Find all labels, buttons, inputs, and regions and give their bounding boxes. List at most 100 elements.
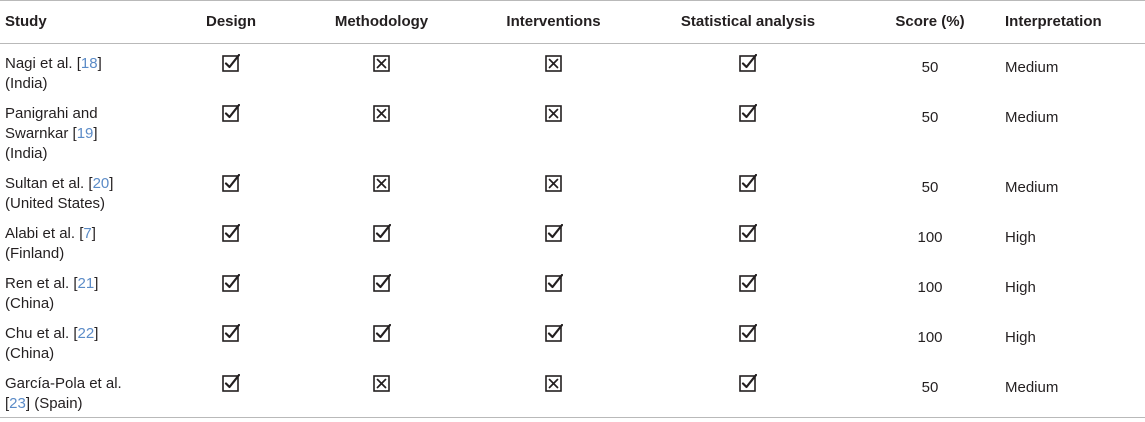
statistical-analysis-cell (641, 214, 855, 264)
checked-box-icon (739, 104, 757, 122)
methodology-cell (297, 264, 466, 314)
header-score: Score (%) (855, 0, 1005, 44)
study-text: ] (94, 275, 99, 292)
interventions-cell (466, 364, 641, 418)
design-cell (165, 164, 297, 214)
table-row: Sultan et al. [20] (United States) 50 Mediu… (0, 164, 1145, 214)
study-text: Panigrahi and (5, 105, 98, 122)
study-text: (China) (5, 345, 55, 362)
checked-box-icon (372, 274, 391, 292)
header-interventions: Interventions (466, 0, 641, 44)
design-cell (165, 214, 297, 264)
statistical-analysis-cell (641, 94, 855, 164)
crossed-box-icon (544, 104, 563, 122)
checked-box-icon (222, 224, 240, 242)
header-methodology: Methodology (297, 0, 466, 44)
score-cell: 100 (917, 329, 943, 346)
study-text: Sultan et al. [ (5, 175, 93, 192)
score-cell: 100 (917, 229, 943, 246)
interpretation-cell: High (1005, 229, 1036, 246)
checked-box-icon (544, 224, 563, 242)
reference-link[interactable]: 18 (80, 55, 98, 72)
study-text: Ren et al. [ (5, 275, 78, 292)
checked-box-icon (739, 324, 757, 342)
study-line: (Finland) (5, 244, 165, 264)
study-text: (India) (5, 75, 48, 92)
checked-box-icon (739, 174, 757, 192)
study-text: (India) (5, 145, 48, 162)
study-line: (China) (5, 344, 165, 364)
interventions-cell (466, 44, 641, 95)
methodology-cell (297, 364, 466, 418)
checked-box-icon (544, 324, 563, 342)
study-cell: Sultan et al. [20] (United States) (0, 164, 165, 214)
checked-box-icon (222, 174, 240, 192)
reference-link[interactable]: 22 (77, 325, 95, 342)
interventions-cell (466, 94, 641, 164)
statistical-analysis-cell (641, 264, 855, 314)
crossed-box-icon (544, 54, 563, 72)
study-line: (China) (5, 294, 165, 314)
methodology-cell (297, 44, 466, 95)
reference-link[interactable]: 21 (77, 275, 95, 292)
methodology-cell (297, 94, 466, 164)
reference-link[interactable]: 23 (9, 395, 26, 412)
study-cell: Ren et al. [21] (China) (0, 264, 165, 314)
study-text: (United States) (5, 195, 106, 212)
interpretation-cell: High (1005, 329, 1036, 346)
crossed-box-icon (544, 374, 563, 392)
study-line: (India) (5, 144, 165, 164)
design-cell (165, 264, 297, 314)
statistical-analysis-cell (641, 364, 855, 418)
study-cell: Nagi et al. [18] (India) (0, 44, 165, 95)
study-cell: Chu et al. [22] (China) (0, 314, 165, 364)
checked-box-icon (739, 224, 757, 242)
reference-link[interactable]: 19 (76, 125, 94, 142)
interventions-cell (466, 264, 641, 314)
study-cell: Panigrahi and Swarnkar [19] (India) (0, 94, 165, 164)
study-text: (China) (5, 295, 55, 312)
study-cell: Alabi et al. [7] (Finland) (0, 214, 165, 264)
study-text: García-Pola et al. (5, 375, 122, 392)
checked-box-icon (222, 104, 240, 122)
table-row: Ren et al. [21] (China) 100 High (0, 264, 1145, 314)
table-row: Nagi et al. [18] (India) 50 Medium (0, 44, 1145, 95)
crossed-box-icon (372, 174, 391, 192)
interventions-cell (466, 214, 641, 264)
study-text: ] (91, 225, 96, 242)
reference-link[interactable]: 7 (83, 225, 92, 242)
study-text: ] (94, 325, 99, 342)
study-line: [23] (Spain) (5, 394, 165, 414)
interpretation-cell: Medium (1005, 179, 1059, 196)
design-cell (165, 44, 297, 95)
study-line: Alabi et al. [7] (5, 224, 165, 244)
table-row: Panigrahi and Swarnkar [19] (India) 50 Mediu… (0, 94, 1145, 164)
header-interpretation: Interpretation (1005, 0, 1145, 44)
statistical-analysis-cell (641, 164, 855, 214)
study-text: Nagi et al. [ (5, 55, 81, 72)
study-cell: García-Pola et al. [23] (Spain) (0, 364, 165, 418)
study-text: (Finland) (5, 245, 65, 262)
methodology-cell (297, 314, 466, 364)
study-text: ] (Spain) (25, 395, 83, 412)
checked-box-icon (739, 54, 757, 72)
methodology-cell (297, 214, 466, 264)
interpretation-cell: Medium (1005, 364, 1145, 418)
score-cell: 50 (921, 179, 939, 196)
interpretation-cell: Medium (1005, 59, 1059, 76)
study-line: Chu et al. [22] (5, 324, 165, 344)
checked-box-icon (544, 274, 563, 292)
study-line: García-Pola et al. (5, 374, 165, 394)
checked-box-icon (739, 374, 757, 392)
reference-link[interactable]: 20 (92, 175, 110, 192)
score-cell: 50 (921, 59, 939, 76)
study-line: (India) (5, 74, 165, 94)
statistical-analysis-cell (641, 44, 855, 95)
header-design: Design (165, 0, 297, 44)
study-line: Ren et al. [21] (5, 274, 165, 294)
crossed-box-icon (372, 54, 391, 72)
score-cell: 50 (855, 364, 1005, 418)
header-row: Study Design Methodology Interventions S… (0, 0, 1145, 44)
